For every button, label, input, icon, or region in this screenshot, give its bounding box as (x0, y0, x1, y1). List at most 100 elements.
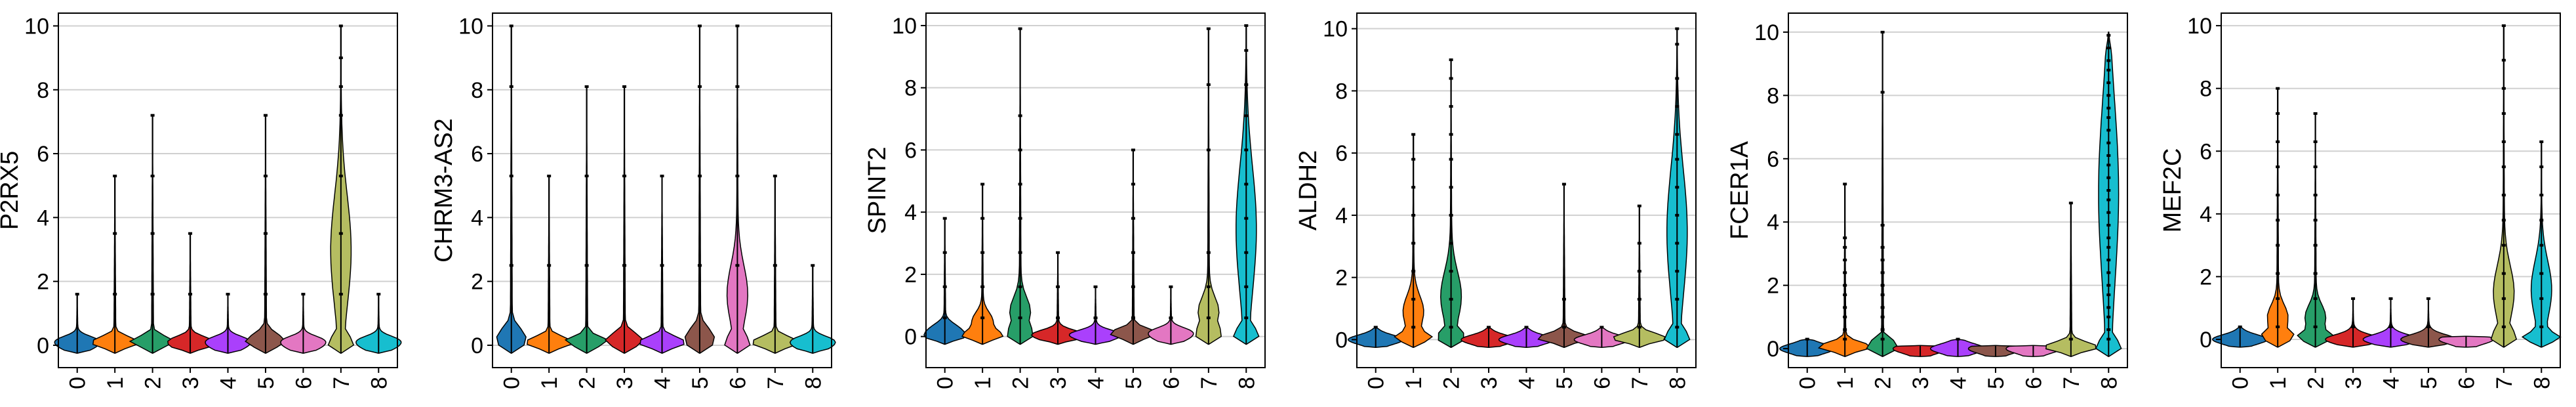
strip-point (697, 85, 702, 88)
strip-point (2426, 325, 2430, 328)
strip-point (697, 264, 702, 267)
strip-point (1675, 77, 1680, 80)
strip-point (547, 264, 552, 267)
x-tick-label: 4 (216, 377, 241, 389)
strip-point (1880, 224, 1885, 227)
strip-point (2106, 306, 2111, 309)
strip-point (1449, 326, 1453, 329)
strip-point (509, 264, 513, 267)
strip-point (1244, 49, 1249, 52)
y-tick-label: 8 (1335, 79, 1348, 104)
strip-point (509, 24, 513, 28)
x-tick-label: 5 (254, 377, 279, 389)
strip-point (1843, 246, 1847, 249)
strip-point (1131, 217, 1135, 220)
strip-point (584, 85, 589, 88)
strip-point (1449, 58, 1453, 62)
strip-point (338, 85, 343, 88)
x-tick-label: 1 (537, 377, 562, 389)
strip-point (1843, 337, 1847, 341)
x-tick-label: 4 (651, 377, 675, 389)
strip-point (2501, 297, 2506, 300)
x-tick-label: 0 (1796, 377, 1821, 389)
strip-point (338, 293, 343, 296)
x-tick-label: 8 (1665, 377, 1690, 389)
strip-point (1449, 213, 1453, 217)
strip-point (2276, 112, 2280, 115)
x-tick-label: 1 (1401, 377, 1426, 389)
strip-point (188, 293, 193, 296)
strip-point (1675, 297, 1680, 301)
strip-point (150, 232, 155, 235)
strip-point (2106, 176, 2111, 179)
strip-point (1206, 83, 1211, 86)
strip-point (1093, 285, 1098, 288)
strip-point (150, 175, 155, 178)
strip-point (2276, 272, 2280, 275)
x-tick-label: 0 (2228, 377, 2253, 389)
strip-point (1956, 337, 1960, 341)
strip-point (2501, 24, 2506, 28)
strip-point (2106, 33, 2111, 37)
x-tick-label: 3 (1046, 377, 1071, 389)
strip-point (697, 24, 702, 28)
x-tick-label: 6 (725, 377, 750, 389)
strip-point (2276, 87, 2280, 90)
y-tick-label: 2 (37, 270, 49, 295)
y-axis-label: P2RX5 (0, 151, 24, 230)
strip-point (2313, 244, 2318, 247)
x-tick-label: 3 (2341, 377, 2366, 389)
strip-point (263, 114, 268, 117)
strip-point (1131, 316, 1135, 320)
strip-point (1244, 114, 1249, 118)
y-tick-label: 4 (1335, 204, 1348, 228)
strip-point (338, 232, 343, 235)
strip-point (2313, 297, 2318, 300)
strip-point (980, 217, 985, 220)
strip-point (2501, 219, 2506, 222)
strip-point (2539, 194, 2544, 197)
strip-point (150, 293, 155, 296)
y-axis-label: ALDH2 (1295, 150, 1322, 231)
x-tick-label: 2 (1871, 377, 1896, 389)
strip-point (2313, 219, 2318, 222)
x-tick-label: 8 (367, 377, 392, 389)
strip-point (1843, 236, 1847, 240)
y-tick-label: 10 (1323, 17, 1348, 42)
x-tick-label: 7 (2059, 377, 2084, 389)
strip-point (2501, 140, 2506, 143)
strip-point (1675, 213, 1680, 217)
strip-point (2539, 244, 2544, 247)
strip-point (113, 232, 117, 235)
strip-point (1131, 251, 1135, 254)
strip-point (1206, 251, 1211, 254)
strip-point (2388, 297, 2393, 300)
y-tick-label: 10 (1754, 20, 1779, 45)
x-tick-label: 5 (1552, 377, 1577, 389)
strip-point (1449, 133, 1453, 136)
y-tick-label: 4 (904, 200, 917, 225)
strip-point (113, 293, 117, 296)
strip-point (622, 264, 627, 267)
strip-point (1675, 270, 1680, 273)
strip-point (1411, 158, 1416, 161)
strip-point (1169, 285, 1173, 288)
strip-point (1411, 326, 1416, 329)
y-tick-label: 10 (458, 14, 483, 39)
strip-point (1637, 242, 1641, 245)
strip-point (980, 316, 985, 320)
strip-point (1843, 284, 1847, 287)
strip-point (1880, 337, 1885, 341)
strip-point (2351, 297, 2356, 300)
x-tick-label: 5 (1121, 377, 1146, 389)
strip-point (2106, 198, 2111, 202)
strip-point (1018, 217, 1022, 220)
strip-point (2351, 325, 2356, 328)
strip-point (338, 56, 343, 60)
strip-point (622, 175, 627, 178)
strip-point (2106, 211, 2111, 214)
strip-point (942, 251, 947, 254)
strip-point (584, 175, 589, 178)
y-tick-label: 6 (471, 142, 483, 167)
